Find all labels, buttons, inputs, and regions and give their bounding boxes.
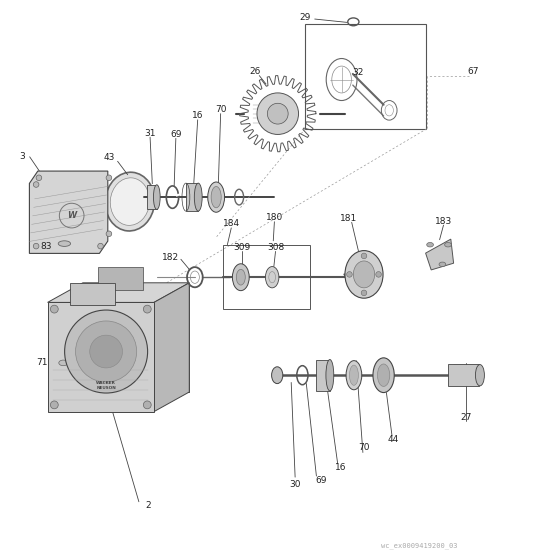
- Ellipse shape: [345, 251, 383, 298]
- Circle shape: [376, 272, 381, 277]
- Bar: [147, 185, 157, 209]
- Circle shape: [361, 253, 367, 259]
- Bar: [316, 360, 330, 391]
- Circle shape: [347, 272, 352, 277]
- Circle shape: [34, 243, 39, 249]
- Text: 29: 29: [300, 13, 311, 22]
- Text: 70: 70: [215, 105, 226, 114]
- Bar: [448, 364, 479, 386]
- Text: 69: 69: [315, 476, 326, 485]
- Circle shape: [34, 181, 39, 187]
- Text: 16: 16: [192, 111, 203, 120]
- Text: 3: 3: [20, 152, 25, 161]
- Ellipse shape: [232, 264, 249, 291]
- Text: 184: 184: [223, 220, 240, 228]
- Ellipse shape: [346, 361, 362, 390]
- Circle shape: [97, 243, 103, 249]
- Ellipse shape: [265, 267, 279, 288]
- Text: 69: 69: [170, 130, 181, 139]
- Bar: [223, 245, 310, 309]
- Text: 16: 16: [335, 463, 347, 472]
- Ellipse shape: [439, 262, 446, 267]
- Bar: [98, 267, 143, 290]
- Circle shape: [106, 231, 111, 237]
- Text: W: W: [67, 211, 76, 220]
- Circle shape: [361, 290, 367, 296]
- Ellipse shape: [353, 261, 375, 288]
- Text: wc_ex0009419200_03: wc_ex0009419200_03: [381, 542, 458, 549]
- Ellipse shape: [58, 241, 71, 246]
- Text: 32: 32: [353, 68, 364, 77]
- Polygon shape: [154, 283, 189, 412]
- Circle shape: [50, 401, 58, 409]
- Text: 180: 180: [266, 213, 283, 222]
- Circle shape: [50, 305, 58, 313]
- Circle shape: [90, 335, 123, 368]
- Text: 44: 44: [388, 435, 399, 444]
- Text: 67: 67: [468, 67, 479, 76]
- Ellipse shape: [427, 242, 433, 247]
- Text: 31: 31: [144, 129, 156, 138]
- Text: 182: 182: [162, 253, 179, 262]
- Polygon shape: [426, 239, 454, 270]
- Ellipse shape: [326, 360, 334, 391]
- Ellipse shape: [236, 269, 245, 285]
- Circle shape: [76, 321, 137, 382]
- Ellipse shape: [194, 183, 202, 211]
- Ellipse shape: [105, 172, 155, 231]
- Ellipse shape: [377, 364, 390, 386]
- Ellipse shape: [475, 365, 484, 386]
- Ellipse shape: [110, 178, 150, 225]
- Ellipse shape: [373, 358, 394, 393]
- Bar: [186, 183, 198, 211]
- Ellipse shape: [257, 93, 298, 134]
- Circle shape: [106, 175, 111, 180]
- Text: 70: 70: [358, 444, 370, 452]
- Circle shape: [143, 401, 151, 409]
- Text: WACKER
NEUSON: WACKER NEUSON: [96, 381, 116, 390]
- Text: 308: 308: [267, 243, 284, 252]
- Polygon shape: [30, 171, 108, 254]
- Polygon shape: [48, 302, 154, 412]
- Polygon shape: [48, 283, 189, 302]
- Bar: [305, 24, 426, 129]
- Text: 26: 26: [249, 67, 260, 76]
- Text: 83: 83: [40, 242, 52, 251]
- Text: 71: 71: [36, 358, 48, 367]
- Ellipse shape: [272, 367, 283, 384]
- Circle shape: [143, 305, 151, 313]
- Text: 181: 181: [340, 214, 357, 223]
- Text: 2: 2: [146, 501, 151, 510]
- Text: 27: 27: [461, 413, 472, 422]
- Ellipse shape: [445, 242, 451, 247]
- Polygon shape: [83, 283, 189, 392]
- Text: 43: 43: [104, 153, 115, 162]
- Circle shape: [36, 175, 41, 180]
- Text: 309: 309: [234, 243, 250, 252]
- Ellipse shape: [211, 186, 221, 208]
- Bar: [70, 283, 115, 305]
- Text: 183: 183: [435, 217, 452, 226]
- Ellipse shape: [153, 185, 160, 209]
- Ellipse shape: [349, 365, 358, 385]
- Circle shape: [64, 310, 148, 393]
- Ellipse shape: [267, 103, 288, 124]
- Text: 30: 30: [290, 480, 301, 489]
- Ellipse shape: [208, 182, 225, 212]
- Ellipse shape: [59, 360, 68, 366]
